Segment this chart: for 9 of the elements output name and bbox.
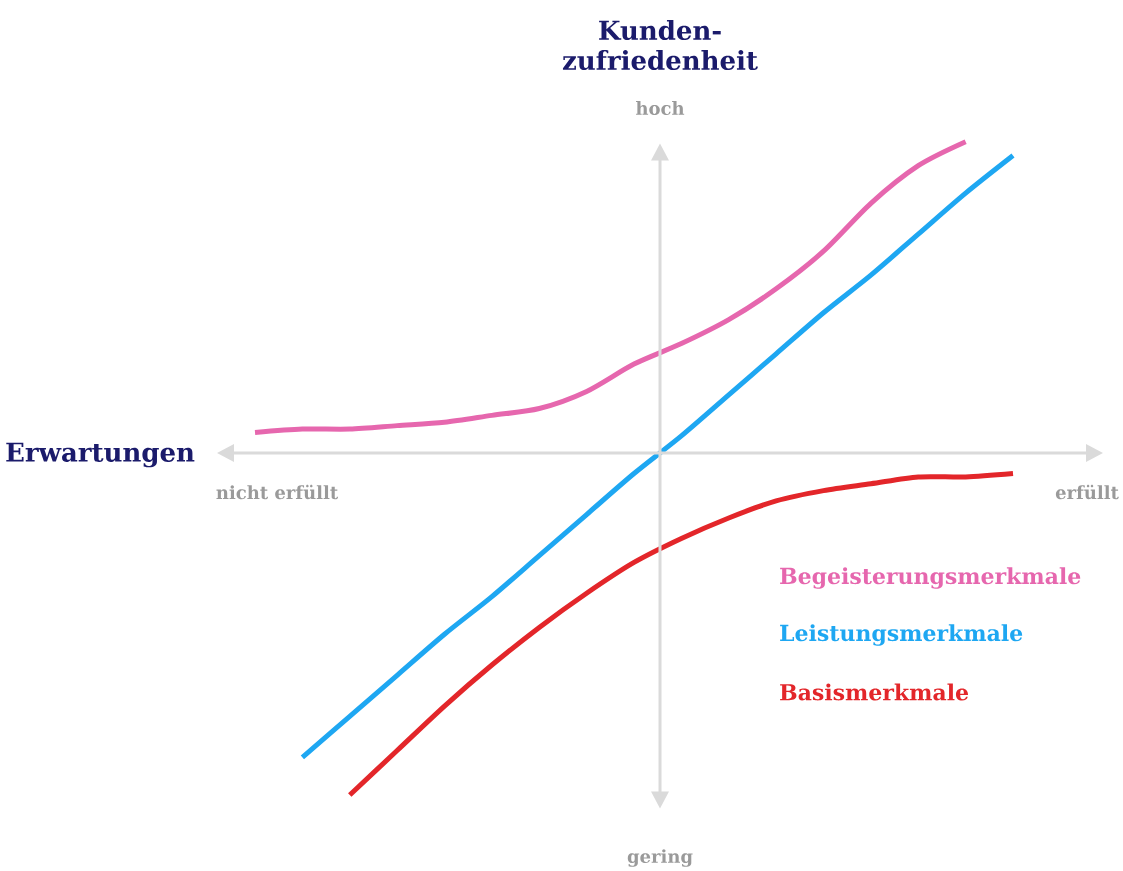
annotation: nicht erfüllt	[216, 484, 339, 500]
text: hoch	[636, 101, 685, 115]
text: gering	[627, 849, 693, 867]
text: Leistungsmerkmale	[780, 624, 1023, 646]
text: Basismerkmale	[780, 683, 969, 701]
y-axis-title: Kunden-zufriedenheit	[562, 19, 758, 71]
x-axis-title: Erwartungen	[6, 442, 195, 468]
text: Begeisterungsmerkmale	[780, 567, 1081, 589]
text: erfüllt	[1055, 484, 1119, 500]
